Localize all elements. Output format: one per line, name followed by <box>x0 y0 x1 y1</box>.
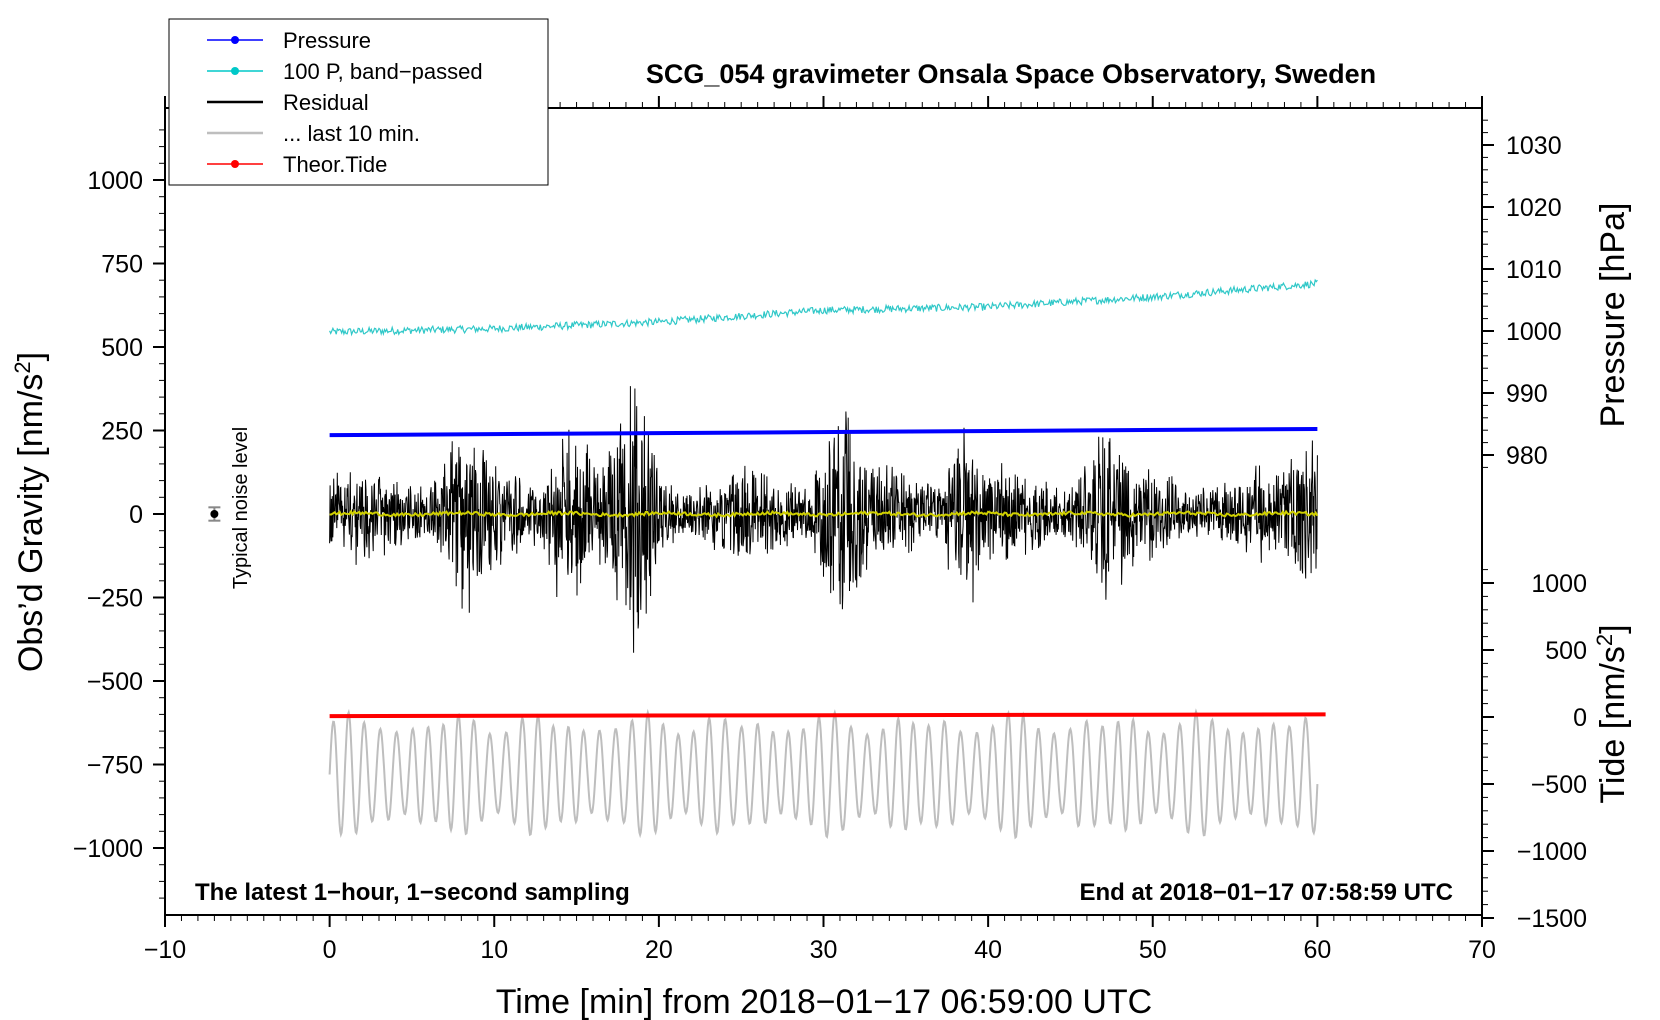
legend-label: 100 P, band−passed <box>283 59 483 84</box>
x-tick-label: 30 <box>810 936 838 964</box>
legend-label: Residual <box>283 90 369 115</box>
y-tick-label: −500 <box>87 668 143 696</box>
tide-tick-label: −1500 <box>1517 905 1587 933</box>
y-axis-right: 1030 1020 1010 1000 990 980 1000 500 0 −500 −1000 −… <box>1482 119 1587 933</box>
end-time-note: End at 2018−01−17 07:58:59 UTC <box>1079 879 1453 906</box>
legend-swatch-marker <box>231 67 239 75</box>
y-axis-tide-title-sup: 2 <box>1592 634 1617 646</box>
y-axis-tide-title: Tide [nm/s2] <box>1592 624 1632 803</box>
x-tick-label: −10 <box>144 936 186 964</box>
tide-tick-label: 0 <box>1573 704 1587 732</box>
x-tick-label: 50 <box>1139 936 1167 964</box>
y-axis-pressure-title: Pressure [hPa] <box>1594 203 1632 428</box>
y-tick-label: −750 <box>87 752 143 780</box>
y-axis-tide-title-end: ] <box>1594 624 1632 633</box>
legend-swatch-marker <box>231 36 239 44</box>
last-10min-line <box>328 708 1319 840</box>
pressure-tick-label: 1020 <box>1506 194 1562 222</box>
x-axis: −10 0 10 20 30 40 50 60 70 <box>144 96 1496 964</box>
pressure-tick-label: 1010 <box>1506 256 1562 284</box>
y-axis-left-title-sup: 2 <box>10 361 35 373</box>
y-axis-left-title: Obs’d Gravity [nm/s2] <box>10 352 50 672</box>
x-tick-label: 70 <box>1468 936 1496 964</box>
pressure-line <box>329 426 1318 438</box>
sampling-note: The latest 1−hour, 1−second sampling <box>195 879 630 906</box>
noise-dot <box>210 510 219 518</box>
y-tick-label: 250 <box>101 418 143 446</box>
band-passed-pressure-line <box>329 278 1318 337</box>
x-tick-label: 0 <box>323 936 337 964</box>
legend-box <box>168 18 549 186</box>
residual-line <box>329 386 1318 653</box>
y-tick-label: 750 <box>101 251 143 279</box>
x-tick-label: 20 <box>645 936 673 964</box>
noise-level-marker <box>208 506 221 522</box>
tide-tick-label: 500 <box>1545 637 1587 665</box>
residual-mean-line <box>329 509 1319 519</box>
series-layer <box>328 278 1326 840</box>
y-axis-left-title-main: Obs’d Gravity [nm/s <box>12 374 50 673</box>
pressure-tick-label: 990 <box>1506 380 1548 408</box>
pressure-tick-label: 1030 <box>1506 132 1562 160</box>
tide-tick-label: −1000 <box>1517 838 1587 866</box>
y-axis-left: 1000 750 500 250 0 −250 −500 −750 −1000 <box>73 129 165 899</box>
legend-label: ... last 10 min. <box>283 121 420 146</box>
legend-swatch-marker <box>231 160 239 168</box>
legend-label: Pressure <box>283 28 371 53</box>
x-axis-title: Time [min] from 2018−01−17 06:59:00 UTC <box>496 983 1152 1020</box>
legend-label: Theor.Tide <box>283 152 387 177</box>
x-tick-label: 60 <box>1303 936 1331 964</box>
tide-tick-label: −500 <box>1531 771 1587 799</box>
tide-tick-label: 1000 <box>1531 570 1587 598</box>
y-tick-label: −1000 <box>73 835 143 863</box>
y-tick-label: 1000 <box>87 167 143 195</box>
y-tick-label: 500 <box>101 334 143 362</box>
x-tick-label: 10 <box>480 936 508 964</box>
y-tick-label: −250 <box>87 585 143 613</box>
pressure-tick-label: 980 <box>1506 442 1548 470</box>
pressure-tick-label: 1000 <box>1506 318 1562 346</box>
legend: Pressure 100 P, band−passed Residual ... la… <box>168 18 549 186</box>
theoretical-tide-line <box>329 712 1326 719</box>
x-tick-label: 40 <box>974 936 1002 964</box>
y-axis-tide-title-main: Tide [nm/s <box>1594 646 1632 803</box>
y-tick-label: 0 <box>129 501 143 529</box>
noise-level-label: Typical noise level <box>230 427 252 589</box>
y-axis-left-title-end: ] <box>12 352 50 361</box>
chart-title: SCG_054 gravimeter Onsala Space Observat… <box>646 59 1376 89</box>
